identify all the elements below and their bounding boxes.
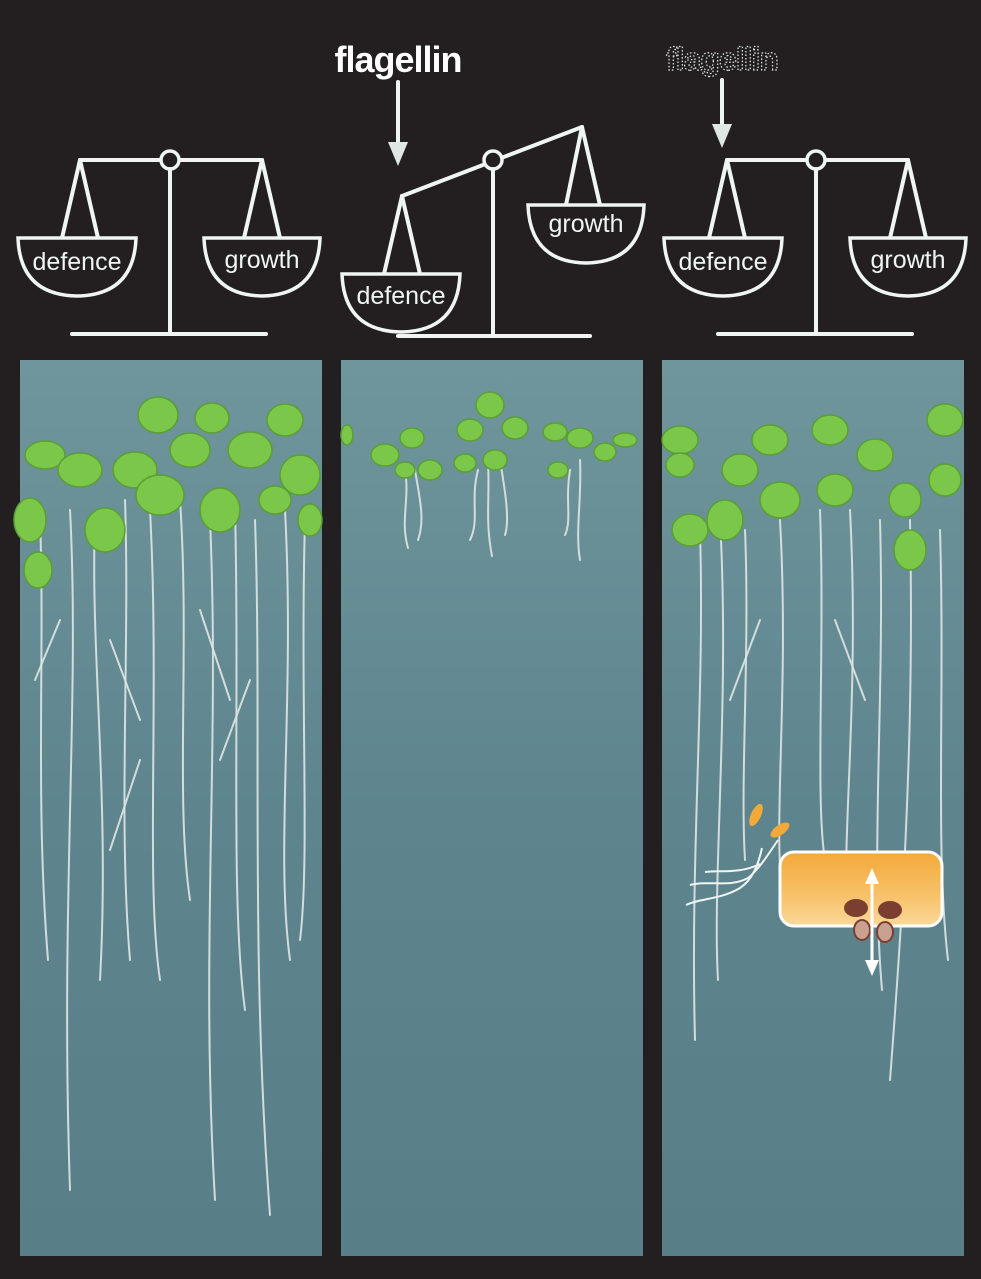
plate-flagellin [340,360,643,1256]
defence-label: defence [679,248,768,276]
growth-label: growth [224,246,299,274]
defence-pan [16,236,138,298]
growth-pan [202,236,322,298]
seedlings [340,391,638,481]
plate-control [13,360,323,1256]
plate-flagellin-suppressed [661,360,964,1256]
balance-control: defence growth [16,149,322,336]
growth-label: growth [548,210,623,238]
defence-label: defence [33,248,122,276]
balance-flagellin-suppressed: flagellin defence growth [662,40,968,336]
flagellin-header: flagellin [334,39,461,80]
growth-pan [526,203,646,265]
defence-pan [340,272,462,334]
growth-label: growth [870,246,945,274]
seedlings [13,396,323,589]
seedlings [661,403,964,571]
growth-pan [848,236,968,298]
defence-label: defence [357,282,446,310]
defence-pan [662,236,784,298]
roots [403,459,582,561]
bacterium-illustration [685,803,944,976]
flagellin-dotted-header: flagellin [666,41,778,77]
balance-flagellin: flagellin defence growth [334,39,646,338]
